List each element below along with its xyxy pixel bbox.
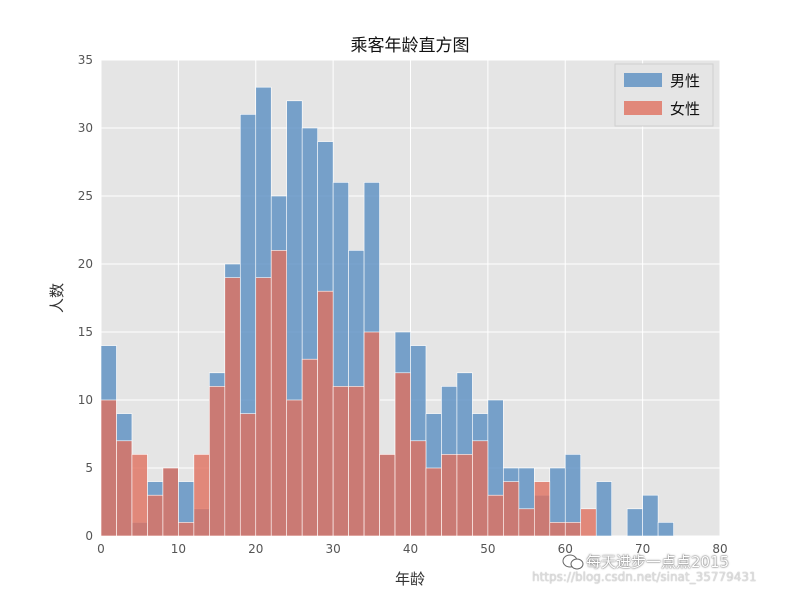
- legend-label-female: 女性: [670, 100, 700, 118]
- bar-female: [209, 386, 226, 537]
- bar-female: [270, 250, 288, 537]
- bar-female: [472, 440, 489, 537]
- bar-female: [255, 277, 272, 537]
- x-axis-title: 年龄: [395, 570, 425, 588]
- x-tick-label: 10: [171, 542, 186, 556]
- bar-male: [595, 481, 612, 537]
- bar-female: [224, 277, 241, 537]
- x-tick-label: 70: [635, 542, 650, 556]
- bar-female: [533, 481, 551, 537]
- bar-female: [410, 440, 427, 537]
- legend-label-male: 男性: [670, 72, 700, 90]
- bar-male: [626, 508, 643, 537]
- y-tick-label: 5: [85, 461, 93, 475]
- bar-female: [178, 522, 195, 537]
- x-tick-label: 30: [325, 542, 340, 556]
- bar-female: [441, 454, 458, 537]
- watermark-url: https://blog.csdn.net/sinat_35779431: [532, 570, 757, 584]
- bar-female: [147, 494, 164, 537]
- x-tick-label: 80: [712, 542, 727, 556]
- bar-male: [642, 494, 659, 537]
- watermark-text: 每天进步一点点2015: [586, 553, 730, 571]
- y-axis-title: 人数: [48, 283, 66, 313]
- bar-female: [332, 386, 349, 537]
- y-tick-label: 0: [85, 529, 93, 543]
- bar-female: [549, 522, 566, 537]
- bar-female: [518, 508, 535, 537]
- bar-male: [657, 522, 674, 537]
- bar-female: [286, 399, 303, 537]
- bar-female: [131, 454, 148, 537]
- bar-female: [162, 467, 179, 537]
- wechat-icon: [562, 554, 584, 570]
- legend-swatch-male: [624, 73, 662, 87]
- bar-female: [379, 454, 396, 537]
- x-tick-label: 0: [97, 542, 105, 556]
- y-tick-label: 30: [78, 121, 93, 135]
- bar-female: [301, 358, 318, 537]
- bar-female: [425, 467, 442, 537]
- bar-female: [456, 454, 473, 537]
- bar-female: [193, 454, 210, 537]
- bar-female: [487, 494, 504, 537]
- y-tick-label: 15: [78, 325, 93, 339]
- legend-swatch-female: [624, 101, 662, 115]
- y-tick-label: 10: [78, 393, 93, 407]
- x-tick-label: 40: [403, 542, 418, 556]
- legend: 男性 女性: [614, 63, 714, 127]
- bar-female: [564, 522, 582, 537]
- y-tick-label: 25: [78, 189, 93, 203]
- y-tick-label: 35: [78, 53, 93, 67]
- bar-female: [394, 372, 411, 537]
- bars-female-series: [100, 250, 597, 537]
- bar-female: [580, 508, 597, 537]
- x-tick-label: 20: [248, 542, 263, 556]
- chart-title: 乘客年龄直方图: [351, 36, 470, 56]
- y-tick-label: 20: [78, 257, 93, 271]
- bar-female: [363, 331, 380, 537]
- bar-female: [317, 290, 334, 537]
- bar-female: [100, 399, 117, 537]
- bar-female: [116, 440, 133, 537]
- x-tick-label: 60: [558, 542, 573, 556]
- x-tick-label: 50: [480, 542, 495, 556]
- bar-female: [348, 386, 365, 537]
- x-axis-ticks: 0 10 20 30 40 50 60 70 80: [97, 542, 727, 556]
- bar-female: [239, 413, 257, 537]
- y-axis-ticks: 0 5 10 15 20 25 30 35: [78, 53, 93, 543]
- bar-female: [503, 481, 520, 537]
